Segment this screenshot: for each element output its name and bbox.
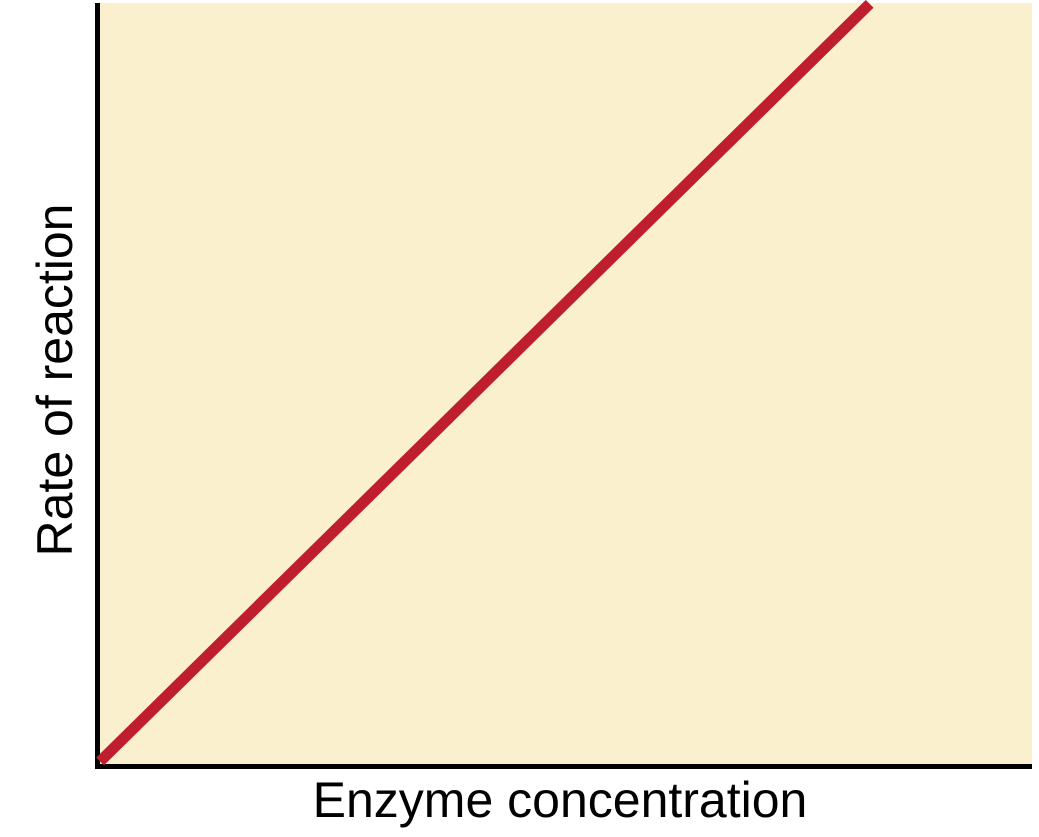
y-axis-label: Rate of reaction bbox=[26, 204, 84, 557]
y-axis bbox=[95, 3, 100, 769]
plot-area bbox=[100, 3, 1032, 764]
x-axis bbox=[95, 764, 1032, 769]
enzyme-chart: Rate of reaction Enzyme concentration bbox=[0, 0, 1039, 837]
x-axis-label: Enzyme concentration bbox=[313, 771, 808, 829]
